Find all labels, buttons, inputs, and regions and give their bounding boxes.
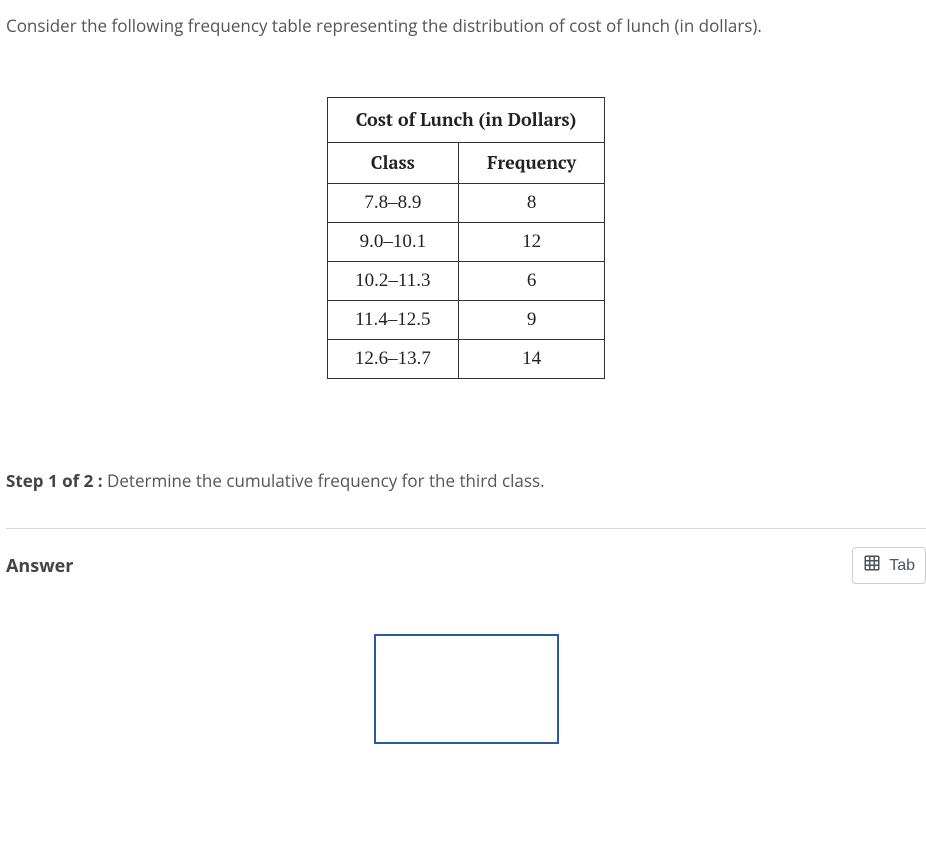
table-row: 12.6–13.7 14 (327, 340, 605, 379)
table-title: Cost of Lunch (in Dollars) (327, 98, 605, 143)
cell-class: 10.2–11.3 (327, 262, 458, 301)
cell-freq: 12 (458, 223, 604, 262)
column-header-frequency: Frequency (458, 143, 604, 184)
cell-class: 9.0–10.1 (327, 223, 458, 262)
column-header-class: Class (327, 143, 458, 184)
table-row: 11.4–12.5 9 (327, 301, 605, 340)
question-intro: Consider the following frequency table r… (6, 14, 926, 37)
table-row: 10.2–11.3 6 (327, 262, 605, 301)
step-text: Determine the cumulative frequency for t… (103, 469, 545, 492)
frequency-table-container: Cost of Lunch (in Dollars) Class Frequen… (6, 97, 926, 379)
table-row: 7.8–8.9 8 (327, 184, 605, 223)
answer-heading: Answer (6, 554, 73, 578)
cell-freq: 14 (458, 340, 604, 379)
cell-class: 7.8–8.9 (327, 184, 458, 223)
step-instruction: Step 1 of 2 : Determine the cumulative f… (6, 469, 926, 492)
table-row: 9.0–10.1 12 (327, 223, 605, 262)
tables-button-label: Tab (889, 557, 915, 575)
cell-class: 11.4–12.5 (327, 301, 458, 340)
cell-freq: 6 (458, 262, 604, 301)
table-icon (863, 554, 881, 577)
cell-freq: 8 (458, 184, 604, 223)
frequency-table: Cost of Lunch (in Dollars) Class Frequen… (327, 97, 606, 379)
cell-freq: 9 (458, 301, 604, 340)
tables-button[interactable]: Tab (852, 547, 926, 584)
step-label: Step 1 of 2 : (6, 469, 103, 492)
divider (6, 528, 926, 529)
answer-input[interactable] (374, 634, 559, 744)
cell-class: 12.6–13.7 (327, 340, 458, 379)
